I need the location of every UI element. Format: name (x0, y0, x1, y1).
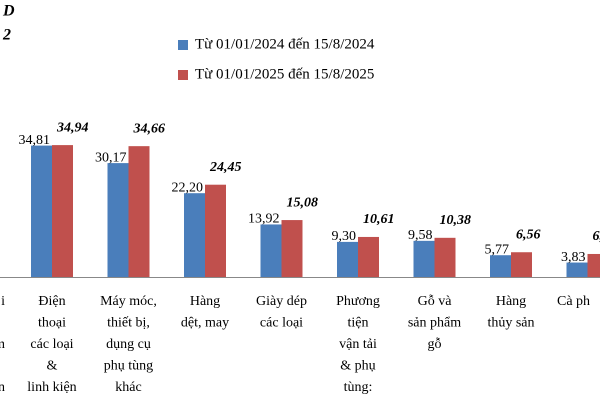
value-label: 15,08 (287, 195, 319, 210)
bar (434, 237, 456, 277)
value-label: 22,20 (172, 180, 204, 195)
value-label: 24,45 (209, 160, 242, 175)
value-label: 3,83 (561, 250, 586, 265)
legend-swatch (178, 40, 188, 50)
x-tick-label: Phương (336, 294, 380, 309)
x-tick-label: n (0, 380, 5, 395)
x-tick-label: tiện (348, 316, 369, 331)
annotation: 2 (2, 27, 11, 44)
bar (587, 253, 600, 277)
bar (413, 240, 435, 277)
x-tick-label: dệt, may (181, 316, 229, 331)
bar (490, 255, 511, 277)
x-tick-label: Giày dép (256, 294, 307, 309)
legend-label: Từ 01/01/2025 đến 15/8/2025 (195, 66, 374, 82)
value-label: 13,92 (248, 212, 280, 227)
x-tick-label: dụng cụ (106, 337, 151, 352)
x-tick-label: thoại (38, 316, 66, 331)
x-tick-label: Hàng (496, 294, 526, 309)
value-label: 34,66 (133, 121, 166, 136)
bar (31, 145, 52, 277)
legend-label: Từ 01/01/2024 đến 15/8/2024 (195, 36, 375, 52)
x-tick-label: Cà ph (557, 294, 590, 309)
bar (281, 220, 303, 277)
x-tick-label: tùng: (344, 380, 373, 395)
bar (184, 193, 205, 277)
bar (128, 146, 150, 277)
x-tick-label: vận tải (339, 337, 377, 352)
x-tick-label: gỗ (428, 337, 442, 352)
bar (337, 241, 358, 277)
bar (52, 145, 73, 277)
value-label: 34,94 (56, 120, 89, 135)
x-tick-label: phụ tùng (104, 359, 153, 374)
value-label: 5,77 (485, 242, 510, 257)
bar (566, 262, 588, 277)
bar (107, 163, 129, 277)
value-label: 34,81 (19, 133, 51, 148)
x-tick-label: sản phẩm (408, 316, 461, 331)
value-label: 6,56 (516, 227, 541, 242)
bar (511, 252, 532, 277)
legend-swatch (178, 70, 188, 80)
value-label: 9,58 (408, 228, 433, 243)
x-tick-label: & (47, 359, 58, 374)
x-tick-label: thủy sản (487, 316, 534, 331)
x-tick-label: linh kiện (27, 380, 76, 395)
bar (260, 224, 282, 277)
x-tick-label: các loại (260, 316, 303, 331)
x-tick-label: các loại (30, 337, 73, 352)
annotation: D (2, 3, 15, 20)
value-label: 10,61 (363, 212, 395, 227)
x-tick-label: khác (115, 380, 141, 395)
x-tick-label: Hàng (190, 294, 220, 309)
value-label: 30,17 (95, 150, 127, 165)
bar (358, 236, 379, 277)
x-tick-label: i (1, 294, 5, 309)
value-label: 9,30 (332, 229, 357, 244)
x-tick-label: Máy móc, (100, 294, 157, 309)
x-tick-label: m (0, 337, 5, 352)
x-tick-label: & phụ (340, 359, 375, 374)
value-label: 10,38 (440, 213, 472, 228)
x-tick-label: Điện (38, 294, 65, 309)
bar (205, 184, 226, 277)
value-label: 6, (593, 229, 600, 244)
x-tick-label: Gỗ và (418, 294, 453, 309)
x-tick-label: thiết bị, (107, 316, 150, 331)
